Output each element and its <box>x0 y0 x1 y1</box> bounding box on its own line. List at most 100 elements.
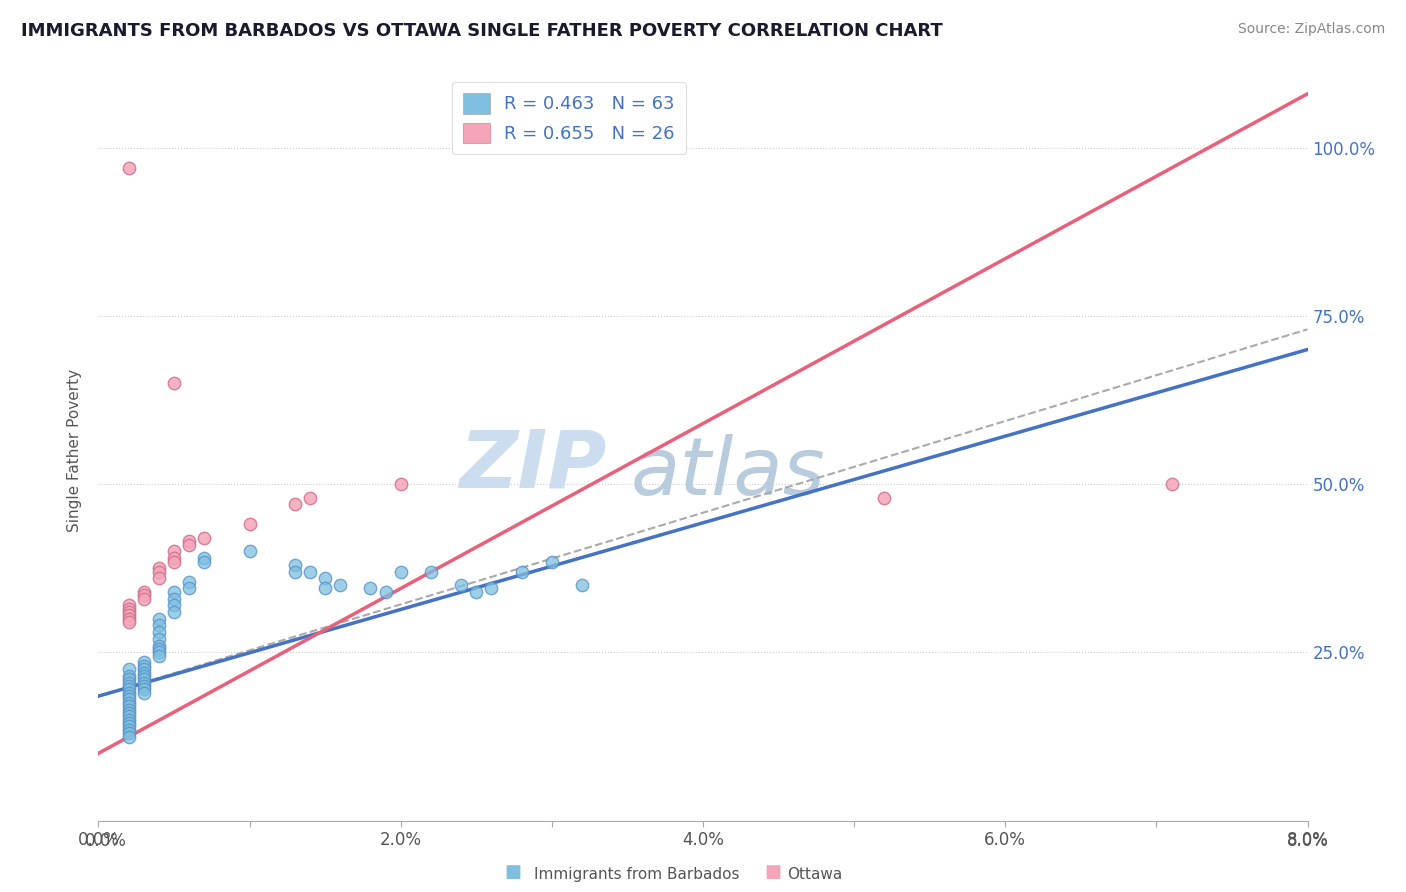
Point <box>239 517 262 532</box>
Point <box>132 584 155 599</box>
Point <box>465 584 488 599</box>
Point <box>179 538 201 552</box>
Point <box>239 544 262 558</box>
Point <box>118 673 141 687</box>
Point <box>118 706 141 720</box>
Point <box>163 544 186 558</box>
Point <box>873 491 896 505</box>
Text: 0.0%: 0.0% <box>84 831 127 849</box>
Point <box>118 696 141 710</box>
Point <box>148 639 170 653</box>
Point <box>148 618 170 632</box>
Text: atlas: atlas <box>630 434 825 512</box>
Point <box>284 497 307 511</box>
Point <box>118 730 141 744</box>
Point <box>163 591 186 606</box>
Point <box>118 599 141 613</box>
Point <box>148 612 170 626</box>
Point <box>374 584 396 599</box>
Point <box>193 555 215 569</box>
Point <box>118 719 141 733</box>
Point <box>148 571 170 585</box>
Point <box>132 658 155 673</box>
Point <box>118 679 141 693</box>
Text: Immigrants from Barbados: Immigrants from Barbados <box>534 867 740 881</box>
Point <box>118 689 141 703</box>
Point <box>132 669 155 683</box>
Point <box>284 558 307 572</box>
Point <box>179 534 201 549</box>
Point <box>118 699 141 714</box>
Point <box>163 605 186 619</box>
Text: ■: ■ <box>765 863 782 880</box>
Point <box>420 565 443 579</box>
Point <box>360 582 382 596</box>
Point <box>118 703 141 717</box>
Point <box>193 551 215 566</box>
Point <box>163 555 186 569</box>
Point <box>118 716 141 731</box>
Point <box>163 584 186 599</box>
Point <box>118 686 141 700</box>
Point <box>510 565 533 579</box>
Point <box>540 555 562 569</box>
Point <box>118 713 141 727</box>
Point <box>118 605 141 619</box>
Point <box>132 679 155 693</box>
Point <box>148 648 170 663</box>
Point <box>314 582 336 596</box>
Point <box>118 692 141 706</box>
Y-axis label: Single Father Poverty: Single Father Poverty <box>67 369 83 532</box>
Point <box>132 686 155 700</box>
Point <box>118 675 141 690</box>
Point <box>132 591 155 606</box>
Text: ZIP: ZIP <box>458 426 606 504</box>
Point <box>299 565 322 579</box>
Point <box>118 726 141 740</box>
Point <box>132 675 155 690</box>
Point <box>299 491 322 505</box>
Point <box>284 565 307 579</box>
Point <box>132 588 155 602</box>
Point <box>450 578 472 592</box>
Point <box>148 642 170 657</box>
Point <box>329 578 352 592</box>
Point <box>118 682 141 697</box>
Point <box>132 665 155 680</box>
Point <box>314 571 336 585</box>
Point <box>148 565 170 579</box>
Point <box>163 551 186 566</box>
Point <box>118 662 141 676</box>
Point <box>132 682 155 697</box>
Point <box>179 582 201 596</box>
Point <box>481 582 503 596</box>
Point <box>132 656 155 670</box>
Point <box>118 615 141 629</box>
Point <box>179 574 201 589</box>
Point <box>571 578 593 592</box>
Point <box>1160 477 1182 491</box>
Point <box>148 632 170 646</box>
Point <box>132 673 155 687</box>
Point <box>163 376 186 391</box>
Point <box>118 612 141 626</box>
Point <box>118 709 141 723</box>
Point <box>389 477 412 491</box>
Text: ■: ■ <box>505 863 522 880</box>
Point <box>118 601 141 615</box>
Point <box>118 608 141 623</box>
Point <box>193 531 215 545</box>
Text: IMMIGRANTS FROM BARBADOS VS OTTAWA SINGLE FATHER POVERTY CORRELATION CHART: IMMIGRANTS FROM BARBADOS VS OTTAWA SINGL… <box>21 22 943 40</box>
Text: Ottawa: Ottawa <box>787 867 842 881</box>
Point <box>132 662 155 676</box>
Point <box>148 561 170 575</box>
Point <box>118 723 141 737</box>
Text: Source: ZipAtlas.com: Source: ZipAtlas.com <box>1237 22 1385 37</box>
Point <box>148 625 170 640</box>
Point <box>163 599 186 613</box>
Legend: R = 0.463   N = 63, R = 0.655   N = 26: R = 0.463 N = 63, R = 0.655 N = 26 <box>453 82 686 154</box>
Point <box>389 565 412 579</box>
Point <box>118 669 141 683</box>
Text: 8.0%: 8.0% <box>1286 831 1329 849</box>
Point <box>148 645 170 659</box>
